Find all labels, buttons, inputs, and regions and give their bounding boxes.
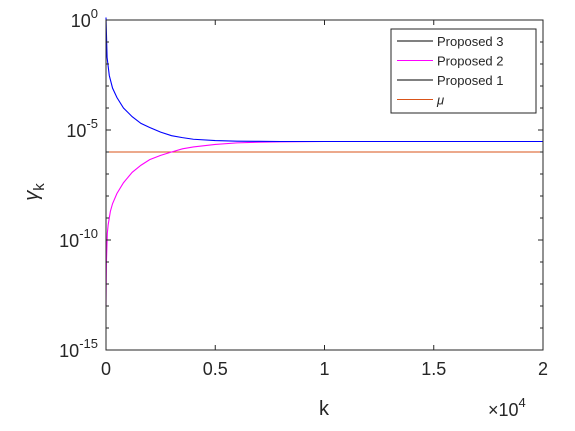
y-tick-label-exponent: -10 <box>79 226 98 241</box>
x-tick-label: 0.5 <box>203 359 228 379</box>
series-layer <box>105 17 543 307</box>
legend-label: Proposed 3 <box>437 34 504 49</box>
x-tick-label: 1 <box>319 359 329 379</box>
y-tick-label: 100 <box>71 6 98 31</box>
x-multiplier: ×104 <box>488 395 526 420</box>
y-tick-label-exponent: -5 <box>86 116 98 131</box>
legend: Proposed 3 Proposed 2 Proposed 1 μ <box>390 28 537 114</box>
y-tick-label: 10-5 <box>66 116 98 141</box>
y-tick-label-base: 10 <box>59 231 79 251</box>
x-tick-label: 1.5 <box>421 359 446 379</box>
legend-label: μ <box>436 93 444 108</box>
legend-label: Proposed 2 <box>437 54 504 69</box>
series-line-1 <box>105 17 543 143</box>
y-tick-label-base: 10 <box>66 121 86 141</box>
y-axis-label-subscript: k <box>31 183 48 191</box>
axes-layer <box>105 19 544 351</box>
y-tick-label-base: 10 <box>59 341 79 361</box>
y-tick-label-exponent: 0 <box>91 6 98 21</box>
y-tick-label: 10-15 <box>59 336 98 361</box>
y-tick-label: 10-10 <box>59 226 98 251</box>
y-tick-label-base: 10 <box>71 11 91 31</box>
x-multiplier-exponent: 4 <box>519 395 526 410</box>
legend-label: Proposed 1 <box>437 73 504 88</box>
x-multiplier-base: ×10 <box>488 400 519 420</box>
x-axis-label: k <box>319 398 330 420</box>
x-tick-label: 0 <box>101 359 111 379</box>
y-tick-label-exponent: -15 <box>79 336 98 351</box>
y-axis-label-main: γ <box>21 190 43 201</box>
x-tick-label: 2 <box>538 359 548 379</box>
y-axis-label: γk <box>21 183 48 201</box>
